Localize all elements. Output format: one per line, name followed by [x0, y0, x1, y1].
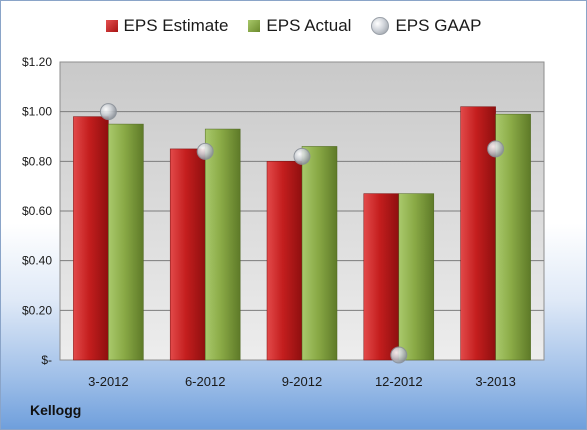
bar-eps-actual — [204, 128, 241, 361]
legend-item-actual: EPS Actual — [248, 16, 351, 36]
bar-eps-actual — [301, 146, 338, 361]
y-tick-label: $0.20 — [22, 303, 52, 317]
y-tick-label: $0.80 — [22, 154, 52, 168]
legend-item-estimate: EPS Estimate — [105, 16, 229, 36]
bar-eps-estimate — [73, 116, 109, 361]
legend-swatch-actual — [248, 20, 261, 32]
legend: EPS Estimate EPS Actual EPS GAAP — [0, 16, 587, 36]
bars — [73, 106, 531, 361]
point-eps-gaap — [196, 142, 214, 160]
y-tick-label: $0.60 — [22, 204, 52, 218]
company-label: Kellogg — [30, 402, 82, 418]
bar-eps-estimate — [363, 193, 400, 361]
point-eps-gaap — [99, 103, 117, 121]
x-axis: 3-2012 6-2012 9-2012 12-2012 3-2013 — [88, 374, 516, 389]
point-eps-gaap — [487, 140, 505, 158]
bar-eps-estimate — [169, 148, 206, 361]
x-tick-label: 3-2012 — [88, 374, 128, 389]
x-tick-label: 6-2012 — [185, 374, 225, 389]
y-tick-label: $0.40 — [22, 254, 52, 268]
y-tick-label: $1.20 — [22, 55, 52, 69]
bar-eps-actual — [108, 123, 144, 361]
x-tick-label: 3-2013 — [475, 374, 515, 389]
x-tick-label: 9-2012 — [282, 374, 322, 389]
legend-swatch-estimate — [105, 20, 118, 32]
bar-eps-actual — [398, 193, 435, 361]
legend-swatch-gaap — [371, 17, 390, 35]
legend-item-gaap: EPS GAAP — [371, 16, 481, 36]
legend-label-gaap: EPS GAAP — [395, 16, 482, 35]
legend-label-actual: EPS Actual — [266, 16, 352, 35]
legend-label-estimate: EPS Estimate — [123, 16, 229, 35]
y-axis: $- $0.20 $0.40 $0.60 $0.80 $1.00 $1.20 — [22, 55, 52, 367]
point-eps-gaap — [293, 147, 311, 165]
x-tick-label: 12-2012 — [375, 374, 423, 389]
y-tick-label: $1.00 — [22, 105, 52, 119]
point-eps-gaap — [390, 346, 408, 364]
y-tick-label: $- — [41, 353, 52, 367]
gaap-points — [99, 103, 505, 364]
bar-eps-estimate — [266, 161, 303, 361]
bar-eps-actual — [495, 113, 531, 361]
